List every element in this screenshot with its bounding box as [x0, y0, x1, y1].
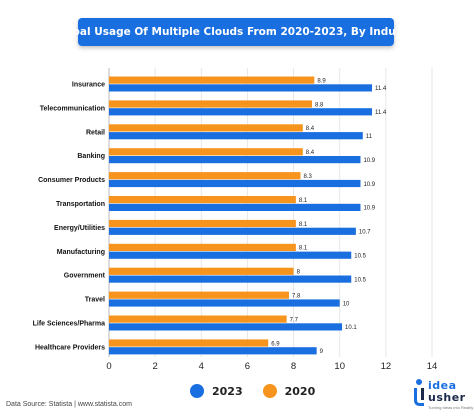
bar-value-label-2023: 10.9 — [363, 158, 375, 164]
bar-value-label-2020: 8 — [297, 270, 301, 276]
bar-2020 — [109, 291, 289, 299]
bar-2023 — [109, 108, 373, 116]
bar-value-label-2023: 10.5 — [354, 277, 366, 283]
legend-swatch-2023 — [190, 384, 204, 398]
logo-tagline: Turning Ideas into Reality — [428, 405, 474, 410]
logo-word-usher: usher — [428, 391, 466, 404]
bar-2020 — [109, 124, 303, 132]
bar-2023 — [109, 299, 340, 307]
bar-2023 — [109, 84, 373, 92]
ideausher-logo: idea usher Turning Ideas into Reality — [412, 378, 474, 414]
category-label: Government — [64, 273, 106, 280]
bar-2023 — [109, 179, 361, 188]
legend-label-2023: 2023 — [212, 384, 243, 398]
bar-2023 — [109, 323, 343, 331]
bar-2020 — [109, 76, 315, 84]
category-label: Telecommunication — [40, 105, 105, 112]
x-tick-label: 8 — [291, 361, 296, 372]
data-source-note: Data Source: Statista | www.statista.com — [6, 401, 132, 408]
chart-title-banner: Global Usage Of Multiple Clouds From 202… — [53, 18, 419, 46]
legend-swatch-2020 — [262, 384, 277, 398]
bar-value-label-2023: 10.9 — [363, 182, 375, 188]
bar-value-label-2020: 8.1 — [299, 222, 308, 228]
category-label: Retail — [86, 129, 105, 136]
bar-value-label-2023: 11 — [366, 134, 373, 140]
category-label: Insurance — [72, 82, 105, 89]
category-label: Life Sciences/Pharma — [33, 321, 105, 328]
bar-value-label-2020: 8.1 — [299, 246, 308, 252]
bar-value-label-2020: 7.7 — [290, 317, 299, 323]
bar-value-label-2020: 8.4 — [306, 150, 315, 156]
x-tick-label: 10 — [334, 361, 345, 372]
chart-legend: 2023 2020 — [190, 384, 335, 398]
x-tick-label: 12 — [381, 361, 392, 372]
category-label: Energy/Utilities — [54, 225, 105, 232]
bar-value-label-2020: 7.8 — [292, 294, 301, 300]
x-tick-label: 6 — [245, 361, 250, 372]
bar-value-label-2023: 11.4 — [375, 110, 387, 116]
bar-2023 — [109, 275, 352, 283]
logo-word-idea: idea — [428, 379, 457, 392]
category-label: Travel — [85, 297, 105, 304]
bar-2020 — [109, 100, 313, 108]
bar-2020 — [109, 219, 296, 228]
bar-value-label-2020: 8.8 — [315, 102, 324, 108]
category-label: Transportation — [56, 201, 105, 208]
bar-2020 — [109, 267, 294, 275]
bar-value-label-2023: 10.9 — [363, 206, 375, 212]
category-label: Banking — [77, 153, 105, 160]
bar-2020 — [109, 243, 296, 251]
bar-2020 — [109, 172, 301, 180]
bar-2023 — [109, 156, 361, 164]
bar-value-label-2023: 10.5 — [354, 254, 366, 260]
x-tick-label: 0 — [106, 361, 111, 372]
bar-2020 — [109, 196, 296, 204]
legend-item-2023: 2023 — [190, 384, 243, 398]
bar-value-label-2023: 9 — [320, 349, 324, 355]
bar-2020 — [109, 315, 287, 323]
x-tick-label: 2 — [152, 361, 157, 372]
bar-2020 — [109, 148, 303, 156]
bar-value-label-2020: 8.1 — [299, 198, 308, 204]
bar-value-label-2020: 8.9 — [317, 78, 326, 84]
x-tick-label: 14 — [427, 361, 438, 372]
category-label: Healthcare Providers — [35, 344, 105, 351]
bar-2023 — [109, 227, 356, 235]
bar-2023 — [109, 347, 317, 355]
bar-2023 — [109, 203, 361, 211]
bar-value-label-2020: 8.3 — [303, 174, 312, 180]
bar-value-label-2020: 8.4 — [306, 126, 315, 132]
x-tick-label: 4 — [199, 361, 204, 372]
bar-2023 — [109, 132, 363, 140]
bar-2023 — [109, 251, 352, 259]
legend-item-2020: 2020 — [262, 384, 316, 398]
category-label: Manufacturing — [57, 249, 105, 256]
logo-i-icon — [414, 379, 424, 406]
legend-label-2020: 2020 — [284, 384, 316, 398]
chart-title: Global Usage Of Multiple Clouds From 202… — [52, 26, 420, 38]
bar-value-label-2023: 10 — [343, 301, 350, 307]
bar-value-label-2020: 6.9 — [271, 341, 280, 347]
bar-value-label-2023: 10.1 — [345, 325, 357, 331]
category-label: Consumer Products — [38, 177, 105, 184]
bar-value-label-2023: 10.7 — [359, 230, 371, 236]
bar-2020 — [109, 339, 269, 347]
bar-value-label-2023: 11.4 — [375, 86, 387, 92]
